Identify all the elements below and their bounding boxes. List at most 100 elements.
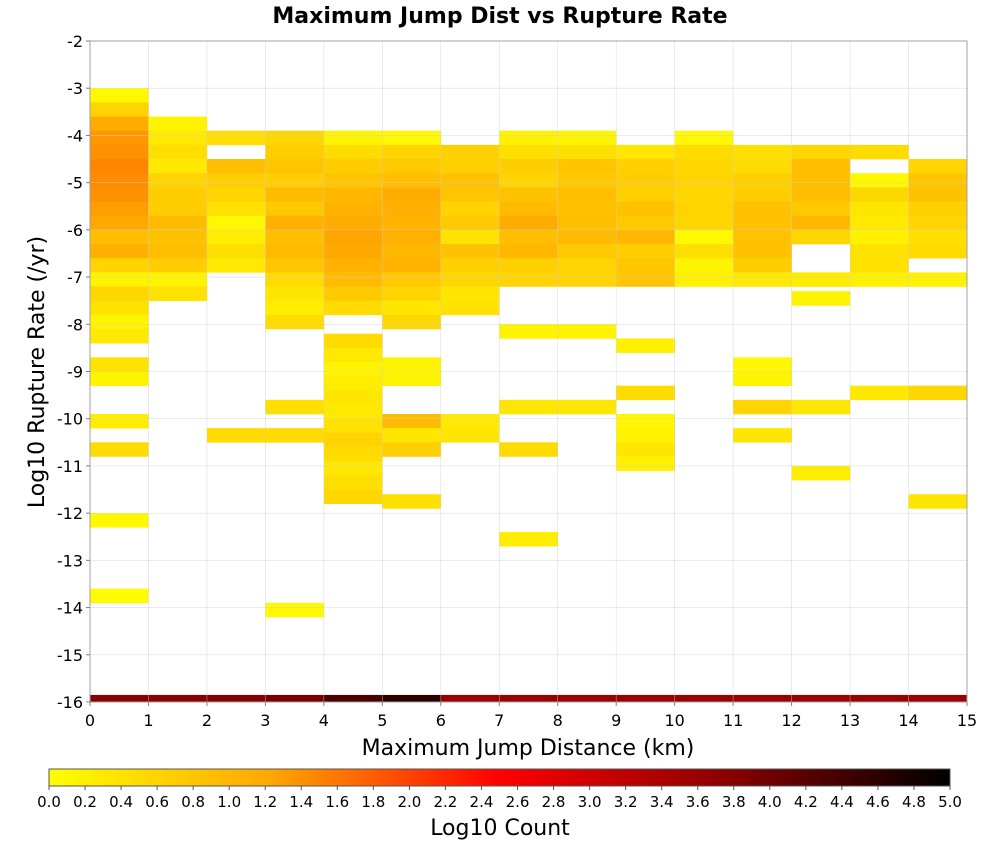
heatmap-cell: [499, 532, 559, 547]
y-tick-label: -5: [67, 174, 83, 193]
heatmap-cell: [265, 258, 325, 273]
heatmap-cell: [733, 272, 792, 287]
x-tick-label: 5: [377, 711, 387, 730]
heatmap-cell: [791, 229, 851, 245]
heatmap-cell: [265, 314, 325, 330]
heatmap-cell: [90, 116, 149, 132]
heatmap-cell: [382, 428, 442, 443]
heatmap-cell: [148, 229, 208, 245]
heatmap-cell: [499, 399, 559, 415]
heatmap-cell: [382, 229, 442, 245]
heatmap-cell: [90, 201, 149, 216]
x-tick-label: 13: [840, 711, 860, 730]
heatmap-cell: [148, 144, 208, 160]
heatmap-cell: [382, 286, 442, 301]
heatmap-cell: [440, 144, 500, 160]
heatmap-cell: [850, 144, 909, 160]
heatmap-cell: [382, 144, 442, 160]
heatmap-cell: [440, 244, 500, 259]
x-tick-label: 10: [664, 711, 684, 730]
heatmap-cell: [323, 362, 383, 377]
y-tick-label: -3: [67, 79, 83, 98]
heatmap-cell: [90, 187, 149, 202]
heatmap-cell: [908, 187, 968, 202]
heatmap-cell: [382, 300, 442, 316]
heatmap-cell: [850, 187, 909, 202]
heatmap-cell: [557, 399, 617, 415]
heatmap-cell: [616, 456, 675, 471]
heatmap-cell: [323, 130, 383, 146]
heatmap-cell: [323, 159, 383, 174]
heatmap-cell: [382, 357, 442, 372]
colorbar-tick-label: 3.6: [686, 793, 710, 811]
heatmap-cell: [206, 201, 266, 216]
heatmap-cell: [206, 694, 266, 702]
heatmap-cell: [265, 215, 325, 231]
heatmap-cell: [791, 272, 851, 287]
heatmap-cell: [674, 244, 734, 259]
heatmap-cell: [323, 215, 383, 231]
heatmap-cell: [499, 159, 559, 174]
heatmap-cell: [733, 428, 792, 443]
heatmap-cell: [90, 371, 149, 386]
colorbar-tick-label: 1.8: [361, 793, 385, 811]
colorbar-tick-label: 2.0: [397, 793, 421, 811]
heatmap-cell: [557, 244, 617, 259]
heatmap-cell: [148, 694, 208, 702]
y-tick-label: -7: [67, 268, 83, 287]
heatmap-cell: [206, 244, 266, 259]
heatmap-cell: [440, 173, 500, 188]
y-tick-label: -16: [57, 693, 83, 712]
heatmap-cell: [557, 144, 617, 160]
x-tick-label: 9: [611, 711, 621, 730]
heatmap-cell: [148, 187, 208, 202]
y-tick-label: -6: [67, 221, 83, 240]
heatmap-cell: [616, 413, 675, 429]
heatmap-cell: [206, 258, 266, 273]
heatmap-cell: [616, 144, 675, 160]
heatmap-cell: [148, 116, 208, 132]
x-tick-label: 0: [85, 711, 95, 730]
heatmap-cell: [908, 494, 968, 509]
heatmap-cell: [674, 201, 734, 216]
heatmap-cell: [850, 385, 909, 401]
x-tick-label: 14: [898, 711, 918, 730]
heatmap-cell: [440, 272, 500, 287]
heatmap-cell: [499, 694, 559, 702]
heatmap-cell: [791, 201, 851, 216]
heatmap-cell: [265, 602, 325, 618]
heatmap-cell: [206, 229, 266, 245]
colorbar-tick-label: 3.8: [722, 793, 746, 811]
heatmap-cell: [616, 244, 675, 259]
heatmap-cell: [382, 694, 442, 702]
heatmap-cell: [791, 187, 851, 202]
heatmap-cell: [90, 102, 149, 117]
heatmap-cell: [616, 694, 675, 702]
heatmap-cell: [557, 324, 617, 339]
heatmap-cell: [616, 229, 675, 245]
heatmap-cell: [148, 159, 208, 174]
heatmap-cell: [440, 694, 500, 702]
heatmap-cell: [850, 272, 909, 287]
heatmap-cell: [90, 329, 149, 344]
heatmap-cell: [265, 201, 325, 216]
heatmap-cell: [265, 159, 325, 174]
heatmap-cell: [323, 144, 383, 160]
colorbar-tick-label: 1.6: [325, 793, 349, 811]
colorbar-tick-label: 1.4: [289, 793, 313, 811]
heatmap-cell: [440, 215, 500, 231]
heatmap-cell: [908, 173, 968, 188]
colorbar-tick-label: 0.0: [37, 793, 61, 811]
heatmap-cell: [616, 258, 675, 273]
heatmap-cell: [382, 272, 442, 287]
heatmap-cell: [206, 173, 266, 188]
heatmap-cell: [557, 694, 617, 702]
heatmap-cell: [90, 229, 149, 245]
heatmap-cell: [616, 173, 675, 188]
heatmap-cell: [323, 447, 383, 462]
heatmap-cell: [323, 333, 383, 349]
heatmap-cell: [557, 215, 617, 231]
heatmap-cell: [90, 159, 149, 174]
heatmap-cell: [440, 258, 500, 273]
colorbar-tick-label: 1.2: [253, 793, 277, 811]
